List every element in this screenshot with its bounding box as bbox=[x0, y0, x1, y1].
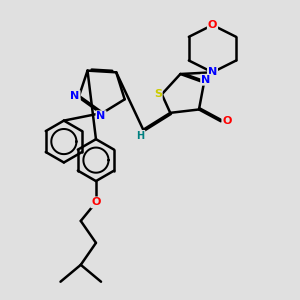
Text: S: S bbox=[154, 89, 162, 99]
Text: O: O bbox=[222, 116, 232, 126]
Text: H: H bbox=[136, 131, 145, 141]
Text: N: N bbox=[208, 67, 217, 77]
Text: N: N bbox=[70, 91, 80, 101]
Text: O: O bbox=[208, 20, 217, 30]
Text: N: N bbox=[201, 75, 210, 85]
Text: O: O bbox=[91, 197, 101, 207]
Text: N: N bbox=[96, 111, 106, 121]
